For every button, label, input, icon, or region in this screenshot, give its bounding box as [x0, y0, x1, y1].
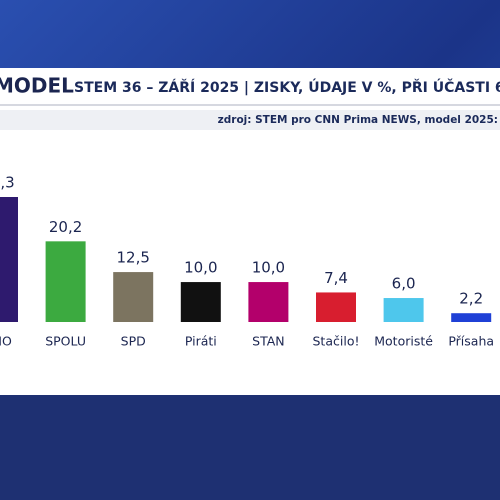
chart-title: MODEL — [0, 74, 74, 98]
bar — [451, 313, 492, 322]
source-note: zdroj: STEM pro CNN Prima NEWS, model 20… — [218, 114, 498, 126]
category-label: Motoristé — [374, 334, 433, 349]
category-label: SPOLU — [45, 334, 86, 349]
value-label: 10,0 — [184, 259, 217, 277]
bar — [248, 282, 289, 322]
value-label: 10,0 — [252, 259, 285, 277]
value-label: 12,5 — [116, 249, 149, 267]
value-label: 7,4 — [324, 269, 348, 287]
bar — [113, 272, 154, 322]
value-label: 2,2 — [459, 290, 483, 308]
bar — [383, 298, 424, 322]
bar — [45, 241, 86, 322]
source-band — [0, 110, 500, 130]
bars: 31,3 ANO 20,2 SPOLU 12,5 SPD 10,0 Piráti 10,0 STA… — [0, 174, 494, 349]
bar — [0, 197, 18, 322]
value-label: 6,0 — [392, 275, 416, 293]
category-label: STAN — [252, 334, 285, 349]
value-label: 31,3 — [0, 174, 15, 192]
category-label: Stačilo! — [313, 334, 360, 349]
category-label: SPD — [121, 334, 146, 349]
bar — [180, 282, 221, 322]
bar — [316, 292, 356, 322]
chart-subtitle: STEM 36 – ZÁŘÍ 2025 | ZISKY, ÚDAJE V %, … — [74, 78, 500, 96]
category-label: ANO — [0, 334, 12, 349]
lower-band — [0, 395, 500, 500]
category-label: Přísaha — [448, 334, 494, 349]
value-label: 20,2 — [49, 218, 82, 236]
category-label: Piráti — [185, 334, 217, 349]
